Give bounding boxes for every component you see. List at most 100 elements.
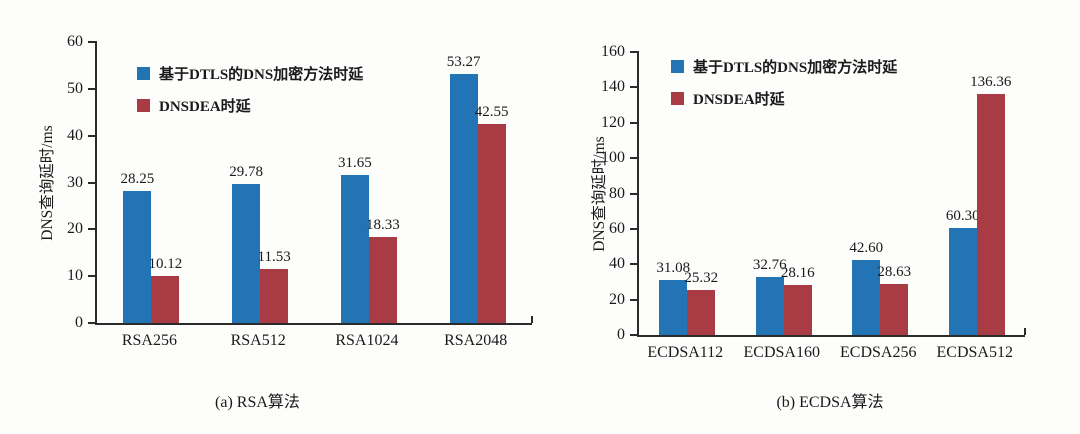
- bar-value-label: 31.65: [338, 154, 372, 171]
- x-category-label: RSA2048: [444, 332, 508, 349]
- bar-value-label: 11.53: [257, 249, 291, 266]
- y-tick-mark: [88, 275, 97, 278]
- y-tick-label: 60: [609, 219, 625, 237]
- x-category-label: ECDSA512: [936, 344, 1013, 361]
- x-category-label: RSA512: [230, 332, 286, 349]
- chart-panel-ecdsa: DNS查询延时/ms 基于DTLS的DNS加密方法时延 DNSDEA时延 31.0…: [540, 0, 1080, 434]
- bar-dnsdea: 18.33: [366, 217, 400, 323]
- legend-label: 基于DTLS的DNS加密方法时延: [159, 67, 364, 83]
- y-tick-label: 120: [601, 113, 625, 131]
- legend: 基于DTLS的DNS加密方法时延 DNSDEA时延: [671, 56, 897, 109]
- bar-dnsdea: 136.36: [970, 74, 1011, 335]
- legend-item: DNSDEA时延: [137, 95, 363, 116]
- x-category-label: ECDSA256: [840, 344, 917, 361]
- y-tick-mark: [630, 86, 639, 89]
- bar-group: 60.30 136.36: [929, 52, 1026, 335]
- legend-item: 基于DTLS的DNS加密方法时延: [671, 56, 897, 77]
- x-category-label: RSA1024: [335, 332, 399, 349]
- bar-dnsdea: 11.53: [258, 249, 291, 323]
- y-tick-label: 50: [67, 79, 83, 97]
- y-tick-mark: [630, 51, 639, 53]
- x-category-label: ECDSA112: [647, 344, 724, 361]
- bar-value-label: 29.78: [229, 163, 263, 180]
- bar-groups: 31.08 25.32 32.76 28.16 42.60 28.63 60.30 136.3…: [639, 52, 1025, 335]
- y-tick-label: 20: [67, 220, 83, 238]
- plot-area: 基于DTLS的DNS加密方法时延 DNSDEA时延 28.25 10.12 29.78…: [67, 33, 533, 331]
- x-axis-labels: RSA256 RSA512 RSA1024 RSA2048: [95, 332, 530, 350]
- bar-group: 42.60 28.63: [832, 52, 929, 335]
- bar-dtls: 31.65: [338, 155, 372, 323]
- bar-value-label: 42.60: [849, 239, 884, 256]
- bar-value-label: 136.36: [970, 73, 1012, 90]
- y-tick-mark: [630, 157, 639, 160]
- y-tick-label: 60: [67, 33, 83, 50]
- legend-swatch-dtls: [671, 60, 684, 73]
- y-tick-label: 30: [67, 173, 83, 191]
- bar-dnsdea: 42.55: [475, 104, 509, 323]
- y-tick-label: 40: [67, 126, 83, 144]
- y-tick-mark: [630, 192, 639, 195]
- legend: 基于DTLS的DNS加密方法时延 DNSDEA时延: [137, 63, 363, 116]
- bar-dtls: 29.78: [229, 164, 263, 323]
- legend-swatch-dnsdea: [137, 99, 150, 112]
- y-tick-mark: [88, 181, 97, 184]
- chart-caption: (a) RSA算法: [215, 394, 300, 411]
- y-tick-mark: [630, 227, 639, 230]
- bar-group: 31.65 18.33: [315, 42, 424, 323]
- bar-dtls: 31.08: [656, 260, 690, 335]
- y-tick-label: 140: [601, 78, 625, 96]
- bar-value-label: 60.30: [945, 208, 980, 225]
- bar-dtls: 28.25: [121, 171, 154, 323]
- bar-dtls: 42.60: [849, 240, 883, 335]
- bar-group: 53.27 42.55: [423, 42, 532, 323]
- plot-area: 基于DTLS的DNS加密方法时延 DNSDEA时延 31.08 25.32 32.76…: [601, 43, 1026, 343]
- legend-label: DNSDEA时延: [693, 92, 785, 108]
- y-tick-mark: [630, 263, 639, 266]
- y-tick-mark: [630, 298, 639, 301]
- x-category-label: RSA256: [121, 332, 177, 349]
- bar-value-label: 53.27: [446, 53, 481, 70]
- legend-label: 基于DTLS的DNS加密方法时延: [693, 60, 898, 76]
- y-tick-label: 160: [601, 43, 625, 60]
- bar-dnsdea: 10.12: [149, 256, 182, 323]
- y-tick-label: 40: [609, 255, 625, 273]
- bar-dtls: 53.27: [447, 54, 481, 323]
- y-tick-label: 100: [601, 149, 625, 167]
- y-tick-label: 80: [609, 184, 625, 202]
- y-tick-mark: [630, 334, 639, 336]
- y-tick-mark: [88, 322, 97, 324]
- bar-group: 31.08 25.32: [639, 52, 736, 335]
- bar-value-label: 10.12: [148, 255, 183, 272]
- y-tick-label: 20: [609, 290, 625, 308]
- legend-item: 基于DTLS的DNS加密方法时延: [137, 63, 363, 84]
- bar-value-label: 32.76: [752, 257, 787, 274]
- legend-swatch-dnsdea: [671, 92, 684, 105]
- bar-dnsdea: 25.32: [684, 270, 718, 335]
- y-tick-mark: [88, 87, 97, 90]
- x-axis-labels: ECDSA112 ECDSA160 ECDSA256 ECDSA512: [637, 344, 1023, 362]
- bar-value-label: 28.16: [780, 265, 815, 282]
- bar-value-label: 25.32: [684, 270, 719, 287]
- y-tick-mark: [88, 134, 97, 137]
- y-tick-label: 10: [67, 267, 83, 285]
- y-tick-mark: [88, 228, 97, 231]
- legend-label: DNSDEA时延: [159, 99, 251, 115]
- x-axis-end-tick: [1024, 328, 1026, 335]
- bar-group: 32.76 28.16: [736, 52, 833, 335]
- bar-value-label: 18.33: [366, 217, 400, 234]
- y-tick-mark: [88, 41, 97, 43]
- y-tick-label: 0: [617, 326, 625, 343]
- bar-group: 29.78 11.53: [206, 42, 315, 323]
- bar-value-label: 31.08: [656, 260, 691, 277]
- chart-panel-rsa: DNS查询延时/ms 基于DTLS的DNS加密方法时延 DNSDEA时延 28.2…: [39, 33, 533, 411]
- bar-value-label: 28.25: [120, 170, 155, 187]
- bar-groups: 28.25 10.12 29.78 11.53 31.65 18.33 53.27 42.55: [97, 42, 532, 323]
- legend-swatch-dtls: [137, 67, 150, 80]
- legend-item: DNSDEA时延: [671, 88, 897, 109]
- y-tick-mark: [630, 121, 639, 124]
- bar-group: 28.25 10.12: [97, 42, 206, 323]
- x-axis-end-tick: [531, 316, 533, 323]
- bar-dnsdea: 28.63: [877, 264, 911, 335]
- bar-value-label: 28.63: [877, 264, 912, 281]
